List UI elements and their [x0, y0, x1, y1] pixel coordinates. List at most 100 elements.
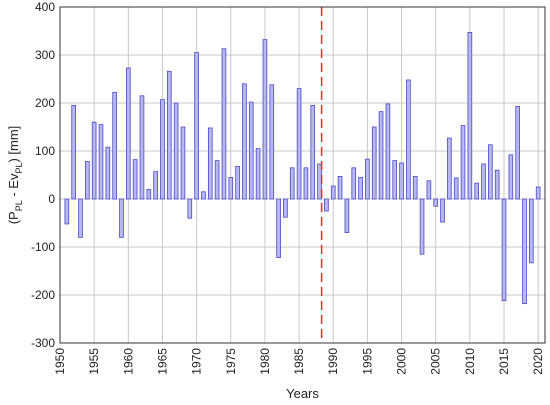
bar: [112, 92, 117, 200]
bar: [276, 198, 281, 258]
y-tick-labels: -300 -200 -100 0 100 200 300 400: [31, 0, 55, 350]
bar: [64, 198, 70, 225]
bar: [85, 161, 90, 200]
y-tick-label: 200: [35, 96, 55, 110]
x-tick-labels: 1950 1955 1960 1965 1970 1975 1980 1985 1990 1995…: [53, 348, 545, 375]
bar: [98, 124, 104, 200]
bar: [529, 198, 534, 264]
y-tick-label: -200: [31, 288, 55, 302]
bar: [269, 84, 275, 200]
bar: [289, 167, 295, 200]
bar: [494, 169, 500, 200]
bar: [515, 105, 520, 200]
bar: [324, 198, 329, 212]
x-tick-label: 1995: [360, 348, 374, 375]
x-tick-label: 1975: [224, 348, 238, 375]
y-axis-label-part: (P: [6, 211, 21, 224]
y-tick-label: 0: [48, 192, 55, 206]
bar: [146, 188, 152, 200]
bar: [481, 163, 486, 200]
bar: [132, 159, 138, 200]
bar: [385, 103, 391, 200]
bar: [194, 52, 199, 200]
bar: [488, 144, 493, 200]
bar: [344, 198, 350, 233]
bar: [433, 198, 439, 207]
bar: [71, 105, 76, 200]
x-tick-label: 1980: [258, 348, 272, 375]
bar: [426, 180, 432, 200]
bar: [351, 167, 357, 200]
bar: [535, 186, 541, 200]
bar: [228, 176, 234, 200]
bars: [64, 32, 541, 305]
bar: [365, 158, 370, 200]
grid-lines: [59, 6, 545, 344]
bar: [406, 79, 411, 200]
x-tick-label: 1970: [190, 348, 204, 375]
bar: [358, 176, 363, 200]
x-axis-label: Years: [286, 386, 319, 401]
bar: [105, 146, 111, 200]
x-tick-label: 2005: [429, 348, 443, 375]
x-tick-label: 1985: [292, 348, 306, 375]
bar: [153, 171, 158, 200]
bar: [508, 154, 514, 200]
bar: [474, 182, 480, 200]
x-tick-label: 2015: [497, 348, 511, 375]
y-axis-label-part: ) [mm]: [6, 126, 21, 163]
x-tick-label: 1990: [326, 348, 340, 375]
y-axis-label-sub: PL: [14, 163, 24, 174]
bar: [166, 70, 172, 200]
bar: [201, 191, 206, 200]
x-tick-label: 1960: [121, 348, 135, 375]
bar: [440, 198, 445, 223]
bar: [460, 125, 466, 200]
y-tick-label: 100: [35, 144, 55, 158]
bar: [283, 198, 288, 218]
bar: [399, 162, 404, 200]
bar: [125, 67, 131, 200]
bar: [262, 39, 268, 200]
bar: [255, 148, 261, 200]
bar: [248, 101, 254, 200]
bar: [392, 160, 398, 200]
bar: [522, 198, 527, 305]
y-axis-label-sub: PL: [14, 200, 24, 211]
y-axis-label: (PPL - EvPL) [mm]: [6, 126, 24, 225]
bar: [447, 137, 452, 200]
bar: [296, 88, 302, 200]
bar: [419, 198, 425, 255]
bar: [91, 121, 97, 200]
bar: [371, 126, 377, 200]
bar: [221, 48, 227, 200]
y-tick-label: -300: [31, 336, 55, 350]
bar: [214, 160, 220, 200]
y-tick-label: -100: [31, 240, 55, 254]
bar: [207, 127, 213, 200]
bar: [187, 198, 193, 219]
bar: [303, 167, 309, 200]
x-tick-label: 1950: [53, 348, 67, 375]
bar: [337, 176, 343, 200]
x-tick-label: 2020: [531, 348, 545, 375]
plot-frame: [59, 6, 546, 344]
bar: [173, 102, 179, 200]
x-tick-label: 1955: [87, 348, 101, 375]
bar: [242, 83, 247, 200]
bar: [453, 177, 459, 200]
y-tick-label: 400: [35, 0, 55, 14]
bar: [180, 126, 186, 200]
bar: [378, 111, 384, 200]
x-tick-label: 2000: [395, 348, 409, 375]
bar: [160, 99, 165, 200]
x-tick-label: 2010: [463, 348, 477, 375]
y-tick-label: 300: [35, 48, 55, 62]
bar: [467, 32, 473, 200]
bar: [310, 105, 316, 200]
bar: [501, 198, 507, 302]
bar: [412, 176, 418, 200]
bar: [119, 198, 124, 238]
bar: [235, 165, 240, 200]
